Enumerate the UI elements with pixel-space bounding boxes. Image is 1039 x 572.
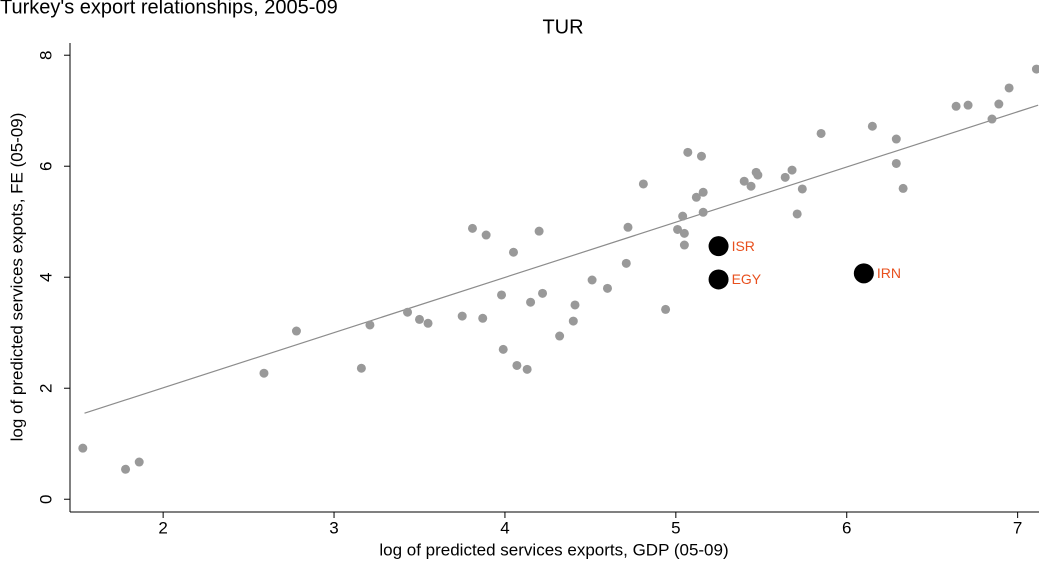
point xyxy=(994,99,1004,109)
point xyxy=(534,226,544,236)
point xyxy=(587,275,597,285)
x-tick-label: 4 xyxy=(500,518,509,537)
point xyxy=(683,147,693,157)
point-label: IRN xyxy=(877,265,901,281)
point xyxy=(356,363,366,373)
y-tick-label: 2 xyxy=(36,383,55,392)
point xyxy=(698,187,708,197)
y-tick-label: 4 xyxy=(36,272,55,281)
point xyxy=(481,230,491,240)
point xyxy=(951,101,961,111)
point xyxy=(679,240,689,250)
chart-title: Turkey's export relationships, 2005-09 xyxy=(0,0,338,18)
point xyxy=(134,457,144,467)
point xyxy=(522,364,532,374)
point xyxy=(891,134,901,144)
y-tick-label: 6 xyxy=(36,161,55,170)
point xyxy=(538,288,548,298)
point xyxy=(457,311,467,321)
point xyxy=(555,331,565,341)
point xyxy=(403,307,413,317)
x-tick-label: 5 xyxy=(671,518,680,537)
point-label: ISR xyxy=(732,238,755,254)
x-tick-label: 3 xyxy=(329,518,338,537)
point xyxy=(780,172,790,182)
point xyxy=(696,151,706,161)
x-axis-label: log of predicted services exports, GDP (… xyxy=(379,540,728,559)
point xyxy=(478,313,488,323)
point xyxy=(746,181,756,191)
point xyxy=(526,297,536,307)
point xyxy=(621,258,631,268)
point xyxy=(568,316,578,326)
point xyxy=(1004,83,1014,93)
point xyxy=(365,320,375,330)
point xyxy=(739,176,749,186)
point xyxy=(414,314,424,324)
fit-line xyxy=(84,104,1039,414)
x-tick-label: 7 xyxy=(1013,518,1022,537)
x-tick-label: 2 xyxy=(158,518,167,537)
point xyxy=(623,222,633,232)
point xyxy=(508,247,518,257)
point xyxy=(898,183,908,193)
x-tick-label: 6 xyxy=(842,518,851,537)
point xyxy=(679,228,689,238)
point xyxy=(570,300,580,310)
point xyxy=(638,179,648,189)
point xyxy=(787,165,797,175)
highlight-point xyxy=(708,269,729,290)
point xyxy=(753,170,763,180)
y-axis-label: log of predicted services expots, FE (05… xyxy=(7,113,26,442)
point xyxy=(963,100,973,110)
point xyxy=(698,207,708,217)
point xyxy=(678,211,688,221)
point xyxy=(792,209,802,219)
point xyxy=(259,368,269,378)
point xyxy=(497,290,507,300)
point xyxy=(797,184,807,194)
point xyxy=(673,224,683,234)
point-label: EGY xyxy=(732,271,762,287)
point xyxy=(291,326,301,336)
highlight-point xyxy=(708,236,729,257)
point xyxy=(602,283,612,293)
point xyxy=(867,121,877,131)
point xyxy=(121,464,131,474)
point xyxy=(987,114,997,124)
point xyxy=(891,158,901,168)
point xyxy=(661,304,671,314)
y-tick-label: 8 xyxy=(36,50,55,59)
point xyxy=(498,344,508,354)
point xyxy=(816,128,826,138)
point xyxy=(1031,64,1039,74)
y-tick-label: 0 xyxy=(36,494,55,503)
point xyxy=(467,223,477,233)
highlight-point xyxy=(853,263,874,284)
point xyxy=(78,443,88,453)
point xyxy=(423,318,433,328)
chart-subtitle: TUR xyxy=(542,16,583,38)
point xyxy=(512,360,522,370)
point xyxy=(691,192,701,202)
